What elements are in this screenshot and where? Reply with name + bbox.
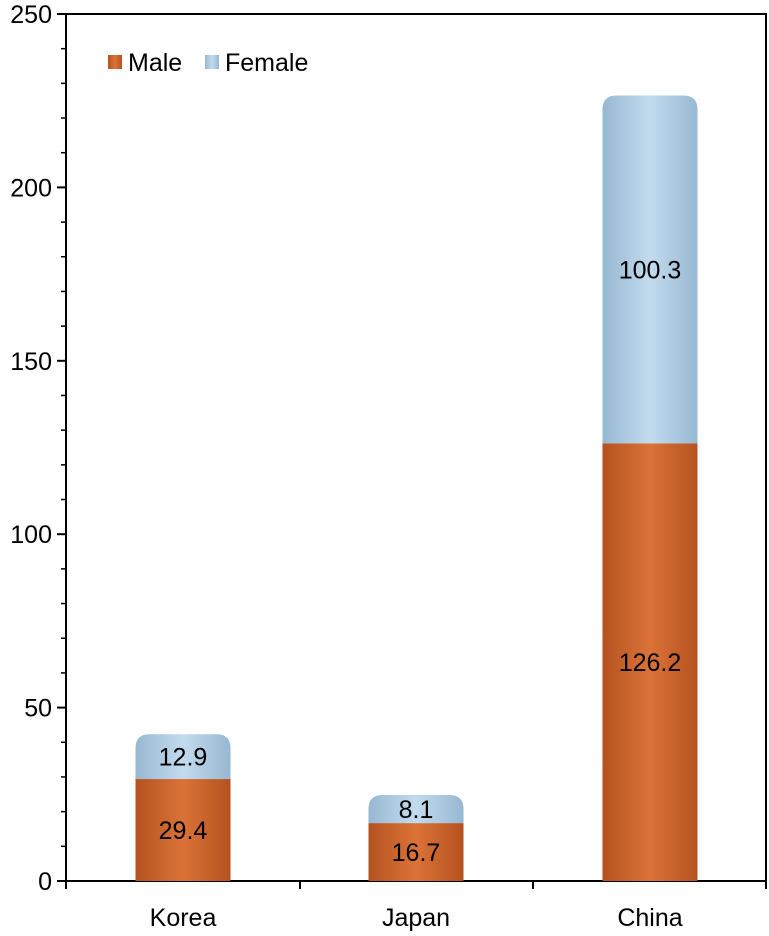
category-label-japan: Japan bbox=[382, 904, 450, 932]
category-label-korea: Korea bbox=[150, 904, 217, 932]
y-tick-label: 150 bbox=[10, 348, 52, 376]
bar-japan-male bbox=[368, 823, 464, 881]
legend-swatch-male bbox=[108, 55, 122, 69]
legend-item-female: Female bbox=[205, 49, 308, 77]
y-tick-label: 100 bbox=[10, 521, 52, 549]
data-label-korea-male: 29.4 bbox=[159, 817, 208, 845]
y-tick-label: 50 bbox=[24, 695, 52, 723]
data-label-korea-female: 12.9 bbox=[159, 744, 208, 772]
data-label-japan-female: 8.1 bbox=[399, 796, 434, 824]
bar-china-male bbox=[602, 443, 698, 881]
bar-korea-female bbox=[135, 734, 231, 780]
bar-japan-female bbox=[368, 794, 464, 824]
data-label-china-male: 126.2 bbox=[619, 649, 682, 677]
legend-item-male: Male bbox=[108, 49, 182, 77]
legend-swatch-female bbox=[205, 55, 219, 69]
bar-china-female bbox=[602, 95, 698, 444]
category-label-china: China bbox=[617, 904, 682, 932]
y-tick-label: 0 bbox=[38, 868, 52, 896]
y-tick-label: 250 bbox=[10, 1, 52, 29]
data-label-china-female: 100.3 bbox=[619, 256, 682, 284]
legend-label-female: Female bbox=[225, 49, 308, 77]
bar-korea-male bbox=[135, 779, 231, 881]
data-label-japan-male: 16.7 bbox=[392, 839, 441, 867]
legend-label-male: Male bbox=[128, 49, 182, 77]
y-tick-label: 200 bbox=[10, 174, 52, 202]
